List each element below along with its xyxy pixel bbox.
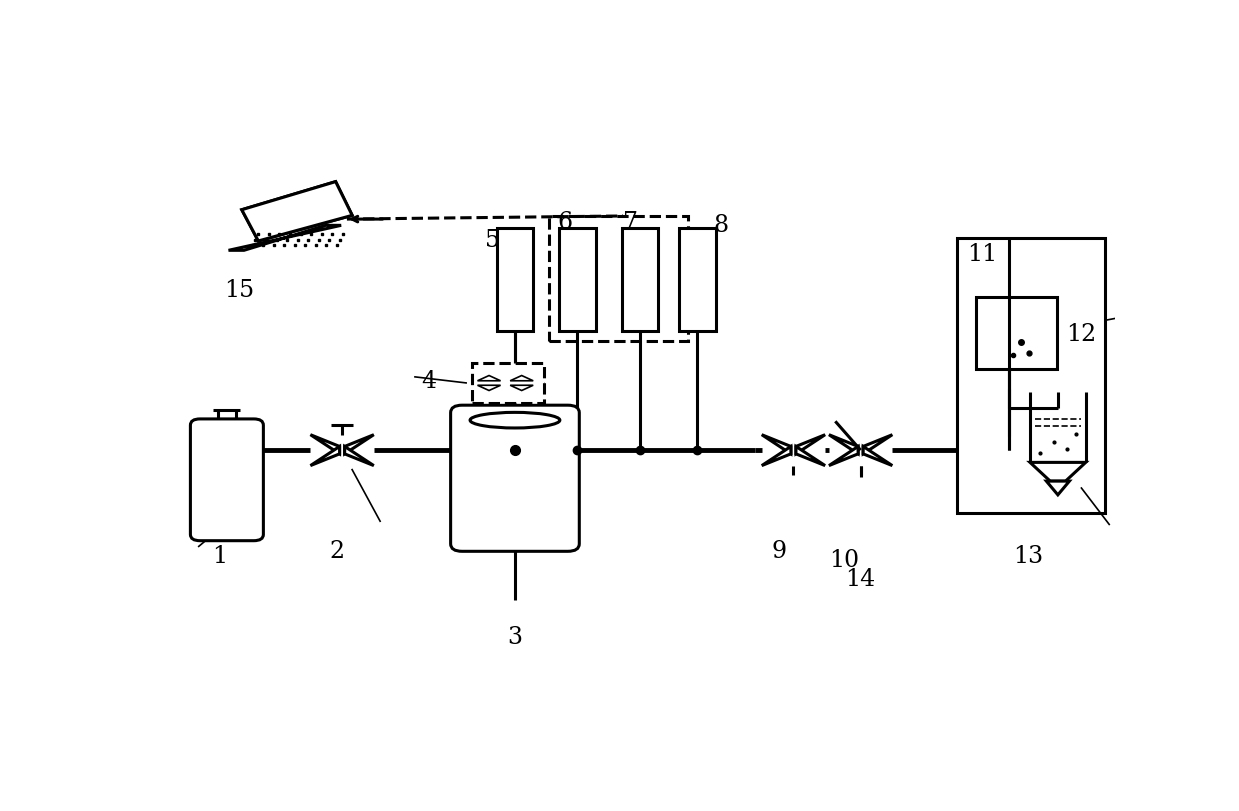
Polygon shape (311, 446, 339, 466)
Text: 15: 15 (224, 280, 254, 303)
Polygon shape (762, 446, 790, 466)
Text: 13: 13 (1014, 545, 1043, 568)
Text: 8: 8 (714, 214, 729, 237)
Polygon shape (795, 435, 825, 454)
Text: 4: 4 (421, 370, 436, 393)
Polygon shape (1047, 481, 1069, 495)
Polygon shape (477, 385, 501, 391)
Polygon shape (344, 446, 374, 466)
Bar (559, 229, 596, 332)
Polygon shape (829, 435, 859, 454)
Text: 9: 9 (772, 540, 787, 564)
Text: 10: 10 (829, 549, 860, 573)
Polygon shape (344, 435, 374, 454)
Text: 11: 11 (968, 243, 997, 266)
Polygon shape (510, 375, 533, 381)
Bar (976, 297, 1058, 369)
FancyBboxPatch shape (451, 406, 580, 551)
Ellipse shape (470, 412, 560, 428)
Bar (679, 229, 716, 332)
Text: 6: 6 (558, 211, 572, 234)
Bar (622, 229, 658, 332)
Polygon shape (864, 446, 892, 466)
Polygon shape (864, 435, 892, 454)
Polygon shape (242, 182, 352, 241)
Polygon shape (510, 385, 533, 391)
Text: 12: 12 (1067, 323, 1097, 346)
Text: 2: 2 (330, 540, 344, 564)
Polygon shape (242, 182, 352, 241)
Polygon shape (228, 225, 341, 251)
Polygon shape (762, 435, 790, 454)
Polygon shape (477, 375, 501, 381)
Polygon shape (829, 446, 859, 466)
Polygon shape (311, 435, 339, 454)
Bar (957, 238, 1105, 513)
Bar (497, 229, 533, 332)
Text: 5: 5 (486, 230, 501, 252)
Polygon shape (795, 446, 825, 466)
Polygon shape (1030, 462, 1085, 481)
FancyBboxPatch shape (191, 419, 264, 541)
Text: 7: 7 (623, 211, 638, 234)
Bar (549, 216, 688, 341)
Text: 14: 14 (845, 568, 876, 591)
Text: 1: 1 (212, 545, 227, 568)
Text: 3: 3 (508, 626, 523, 649)
Bar (472, 363, 544, 403)
